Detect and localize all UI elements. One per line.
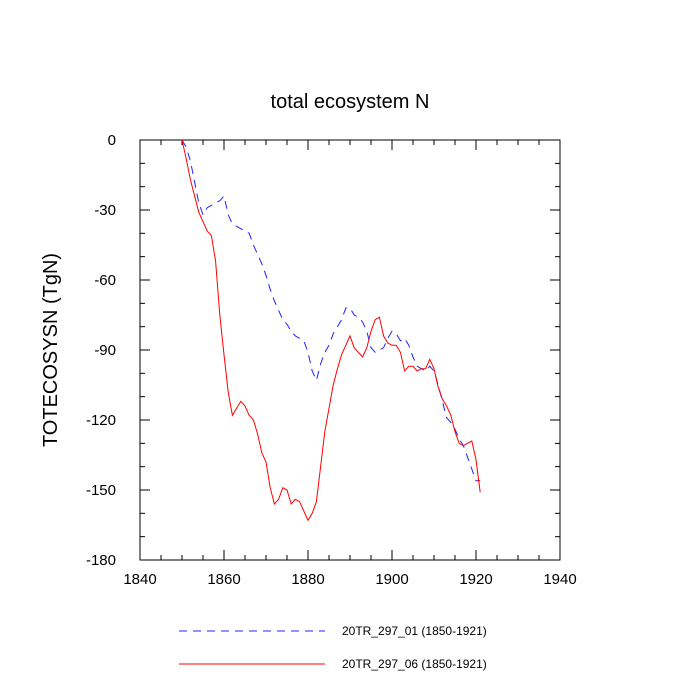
axis-ticks [139,139,561,561]
x-tick-label: 1900 [375,571,408,588]
series-lines [181,139,481,522]
series-line-2 [181,139,481,522]
axis-tick-labels: 1840 1860 1880 1900 1920 1940 0 -30 -60 -90 -120 -1… [86,132,577,588]
y-tick-label: -60 [94,272,116,289]
y-tick-label: -150 [86,482,116,499]
series-line-1 [181,139,481,482]
y-tick-label: -180 [86,552,116,569]
x-tick-label: 1920 [459,571,492,588]
y-tick-label: -90 [94,342,116,359]
y-tick-label: -120 [86,412,116,429]
legend-label-2: 20TR_297_06 (1850-1921) [342,657,487,671]
x-tick-label: 1860 [207,571,240,588]
y-axis-label: TOTECOSYSN (TgN) [40,253,62,447]
legend-label-1: 20TR_297_01 (1850-1921) [342,624,487,638]
legend: 20TR_297_01 (1850-1921) 20TR_297_06 (1850… [179,624,487,671]
chart-title: total ecosystem N [271,91,430,113]
plot-area-frame [139,139,561,561]
y-tick-label: 0 [108,132,116,149]
x-tick-label: 1840 [123,571,156,588]
y-tick-label: -30 [94,202,116,219]
x-tick-label: 1940 [543,571,576,588]
x-tick-label: 1880 [291,571,324,588]
